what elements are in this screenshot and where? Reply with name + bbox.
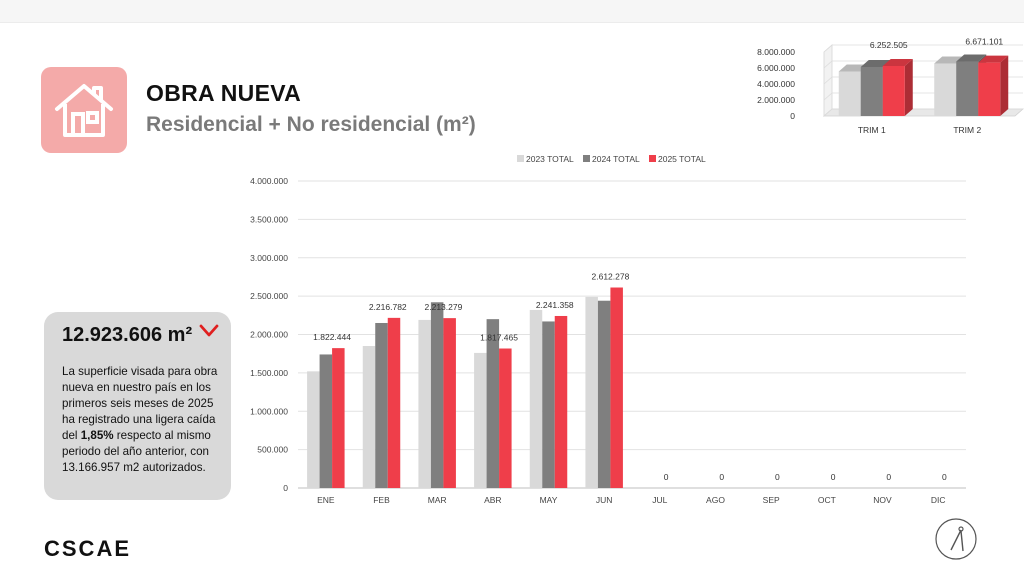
summary-card: 12.923.606 m² La superficie visada para … [44,312,231,500]
legend-label-0: 2023 TOTAL [526,154,574,164]
data-label: 0 [775,472,780,482]
bar-2023-MAY [529,309,543,488]
page-title: OBRA NUEVA [146,80,302,106]
y-tick-label: 6.000.000 [757,63,795,73]
legend-label-2: 2025 TOTAL [658,154,706,164]
bar-side-2025-TRIM 1 [904,58,913,116]
house-icon-tile [41,67,127,153]
y-tick-label: 1.500.000 [250,368,288,378]
bar-top-2024-TRIM 2 [956,54,987,62]
bar-top-2025-TRIM 2 [978,55,1009,63]
monthly-bar-chart: 2023 TOTAL 2024 TOTAL 2025 TOTAL 0 500.000 1.… [250,154,966,505]
bar-2024-TRIM 2 [956,61,979,116]
x-tick-label: DIC [931,495,946,505]
bar-2024-JUN [597,300,611,488]
bar-2025-ABR [499,348,512,488]
bar-top-2025-TRIM 1 [882,58,913,66]
y-tick-label: 2.000.000 [250,330,288,340]
bar-side-2025-TRIM 2 [1000,55,1009,116]
data-label: 1.822.444 [313,332,351,342]
summary-text-start: La superficie visada para obra nueva en … [62,365,218,442]
top-bar [0,0,1024,23]
summary-description: La superficie visada para obra nueva en … [62,364,224,476]
bar-2025-MAY [554,315,568,488]
x-tick-label: JUL [652,495,667,505]
data-label: 2.213.279 [425,302,463,312]
summary-total: 12.923.606 m² [62,324,219,347]
bar-2024-MAR [430,302,444,488]
y-tick-label: 1.000.000 [250,406,288,416]
x-tick-label: MAR [428,495,447,505]
bar-2024-ABR [486,319,500,488]
bar-2024-ENE [319,354,333,488]
legend-swatch-1 [583,155,590,162]
data-label: 0 [719,472,724,482]
y-tick-label: 0 [790,111,795,121]
x-tick-label: TRIM 1 [858,125,886,135]
data-label: 6.252.505 [870,40,908,50]
page-subtitle: Residencial + No residencial (m²) [146,113,476,136]
x-tick-label: MAY [540,495,558,505]
bar-2024-TRIM 1 [860,66,883,116]
summary-total-value: 12.923.606 m² [62,324,193,346]
chevron-down-icon [199,324,219,337]
bar-2023-TRIM 2 [934,63,957,116]
y-tick-label: 8.000.000 [757,47,795,57]
bar-2023-FEB [362,346,376,488]
x-tick-label: FEB [373,495,390,505]
x-tick-label: SEP [763,495,780,505]
data-label: 6.671.101 [965,37,1003,47]
x-tick-label: TRIM 2 [953,125,981,135]
y-tick-label: 2.500.000 [250,291,288,301]
x-tick-label: ABR [484,495,501,505]
data-label: 0 [664,472,669,482]
data-label: 1.817.465 [480,333,518,343]
data-label: 0 [831,472,836,482]
bar-2025-ENE [332,348,345,488]
x-tick-label: ENE [317,495,335,505]
y-tick-label: 4.000.000 [250,176,288,186]
bar-2024-MAY [542,321,555,488]
bar-2025-FEB [387,317,401,488]
data-label: 0 [942,472,947,482]
data-label: 0 [886,472,891,482]
bar-2023-ENE [307,371,320,488]
data-label: 2.216.782 [369,302,407,312]
data-label: 2.612.278 [592,272,630,282]
y-tick-label: 0 [283,483,288,493]
bar-2024-FEB [375,322,388,488]
bar-2023-TRIM 1 [838,71,861,116]
x-tick-label: NOV [873,495,892,505]
quarterly-3d-chart: 0 2.000.000 4.000.000 6.000.000 8.000.000 6.2… [757,37,1024,135]
bar-top-2024-TRIM 1 [860,59,891,67]
y-tick-label: 2.000.000 [757,95,795,105]
bar-2023-MAR [418,319,431,488]
cscae-logo: CSCAE [44,536,132,561]
gridline [823,44,1023,53]
summary-highlight: 1,85% [80,429,114,442]
summary-text-end: respecto al mismo periodo del año anteri… [62,429,211,474]
data-label: 2.241.358 [536,300,574,310]
compass-icon [935,518,977,560]
y-tick-label: 500.000 [257,445,288,455]
legend-swatch-2 [649,155,656,162]
legend-label-1: 2024 TOTAL [592,154,640,164]
x-tick-label: OCT [818,495,836,505]
bar-2023-JUN [585,296,598,488]
bar-2023-ABR [474,352,487,488]
x-tick-label: JUN [596,495,613,505]
y-tick-label: 3.000.000 [250,253,288,263]
y-tick-label: 4.000.000 [757,79,795,89]
legend-swatch-0 [517,155,524,162]
house-icon [55,84,113,137]
bar-2025-MAR [443,318,456,488]
x-tick-label: AGO [706,495,725,505]
bar-2025-JUN [610,287,623,488]
y-tick-label: 3.500.000 [250,214,288,224]
bar-2025-TRIM 2 [978,62,1001,116]
bar-2025-TRIM 1 [882,65,905,116]
